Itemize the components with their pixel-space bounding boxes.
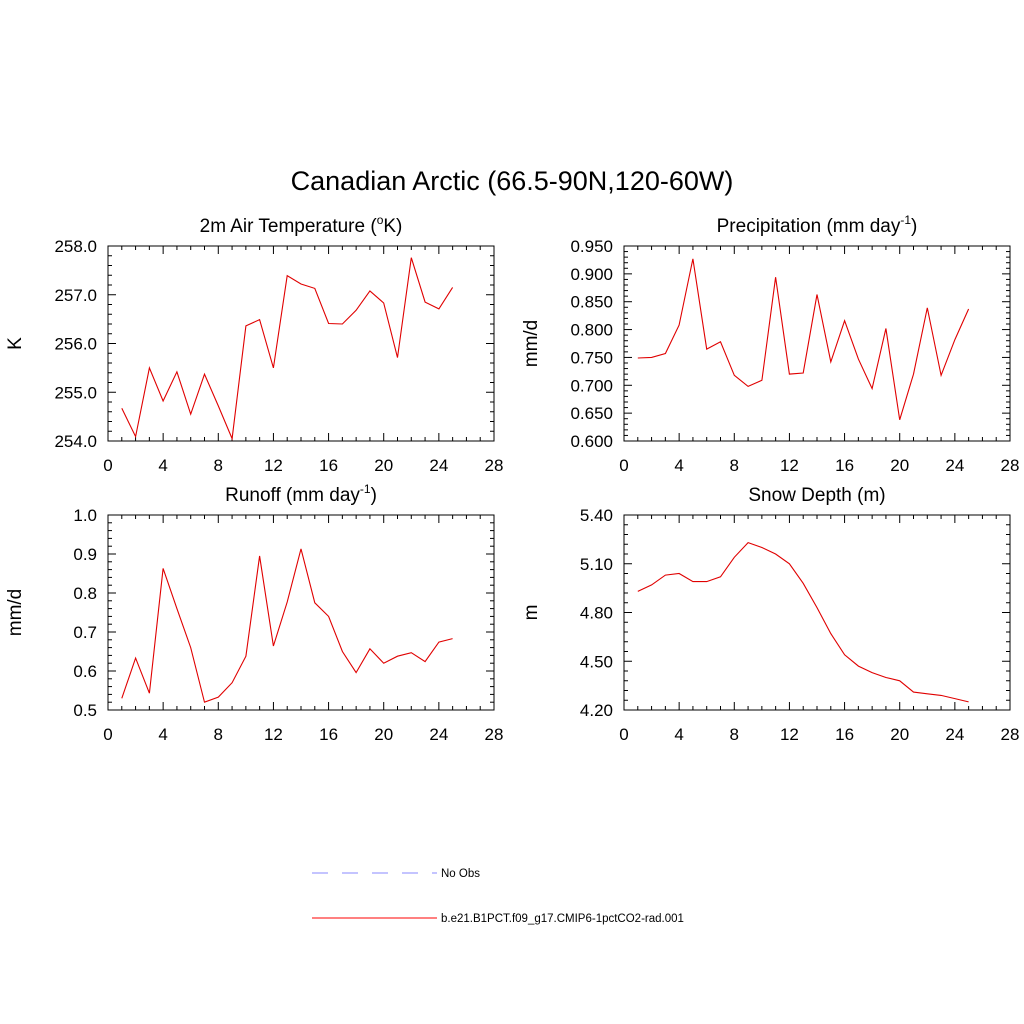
y-tick-label: 4.80 bbox=[580, 604, 613, 623]
panel-title-main: Snow Depth (m) bbox=[748, 485, 885, 506]
panel-title-tail: ) bbox=[371, 485, 377, 506]
series-line bbox=[637, 258, 970, 420]
legend-no-obs-label: No Obs bbox=[441, 868, 480, 880]
panel-4: Snow Depth (m) m 0 4 8 12 16 20 24 28 4.20 4.50 4.80… bbox=[521, 485, 1019, 744]
legend: No Obs b.e21.B1PCT.f09_g17.CMIP6-1pctCO2… bbox=[312, 868, 684, 925]
x-tick-label: 0 bbox=[103, 456, 112, 475]
x-tick-label: 20 bbox=[890, 725, 909, 744]
panel-1: 2m Air Temperature (oK) K 0 4 8 12 16 20 24 28 254… bbox=[5, 213, 503, 475]
panel-3: Runoff (mm day-1) mm/d 0 4 8 12 16 20 24 28 0.5 0.6… bbox=[5, 482, 503, 744]
panel-title: Snow Depth (m) bbox=[748, 485, 885, 506]
y-tick-label: 0.850 bbox=[570, 293, 613, 312]
plot-frame bbox=[623, 245, 1011, 442]
y-tick-label: 0.6 bbox=[73, 662, 97, 681]
y-axis-label: K bbox=[5, 337, 26, 350]
x-tick-label: 28 bbox=[1001, 725, 1020, 744]
x-tick-label: 24 bbox=[945, 456, 964, 475]
x-tick-label: 8 bbox=[214, 725, 223, 744]
x-tick-label: 0 bbox=[619, 456, 628, 475]
y-tick-label: 4.50 bbox=[580, 652, 613, 671]
x-tick-label: 28 bbox=[485, 456, 504, 475]
panel-title-superscript: o bbox=[377, 213, 384, 227]
panels: 2m Air Temperature (oK) K 0 4 8 12 16 20 24 28 254… bbox=[5, 213, 1019, 744]
y-tick-label: 1.0 bbox=[73, 506, 97, 525]
x-tick-label: 4 bbox=[674, 456, 683, 475]
y-tick-label: 0.5 bbox=[73, 701, 97, 720]
y-tick-label: 257.0 bbox=[54, 286, 97, 305]
x-tick-label: 16 bbox=[319, 456, 338, 475]
y-axis-label: m bbox=[521, 605, 542, 621]
y-tick-label: 0.7 bbox=[73, 623, 97, 642]
y-axis-label: mm/d bbox=[5, 589, 26, 637]
x-tick-label: 16 bbox=[835, 456, 854, 475]
x-tick-label: 20 bbox=[374, 456, 393, 475]
panel-title-main: 2m Air Temperature ( bbox=[200, 216, 378, 237]
y-tick-label: 255.0 bbox=[54, 383, 97, 402]
x-tick-label: 20 bbox=[374, 725, 393, 744]
panel-title-superscript: -1 bbox=[900, 213, 911, 227]
x-tick-label: 0 bbox=[103, 725, 112, 744]
panel-title: 2m Air Temperature (oK) bbox=[200, 213, 403, 237]
x-tick-label: 20 bbox=[890, 456, 909, 475]
series-line bbox=[121, 257, 454, 441]
series-line bbox=[121, 548, 453, 703]
panel-title-superscript: -1 bbox=[360, 482, 371, 496]
x-tick-label: 24 bbox=[429, 725, 448, 744]
x-tick-label: 4 bbox=[158, 725, 167, 744]
y-tick-label: 0.950 bbox=[570, 237, 613, 256]
panel-title-main: Runoff (mm day bbox=[225, 485, 360, 506]
x-tick-label: 28 bbox=[1001, 456, 1020, 475]
x-tick-label: 12 bbox=[780, 725, 799, 744]
x-tick-label: 24 bbox=[429, 456, 448, 475]
panel-title: Runoff (mm day-1) bbox=[225, 482, 377, 506]
legend-model-label: b.e21.B1PCT.f09_g17.CMIP6-1pctCO2-rad.00… bbox=[441, 913, 684, 925]
x-tick-label: 16 bbox=[319, 725, 338, 744]
x-tick-label: 28 bbox=[485, 725, 504, 744]
y-tick-label: 254.0 bbox=[54, 432, 97, 451]
x-tick-label: 12 bbox=[780, 456, 799, 475]
panel-title-tail: K) bbox=[383, 216, 402, 237]
x-tick-label: 12 bbox=[264, 456, 283, 475]
y-axis-label: mm/d bbox=[521, 320, 542, 368]
plot-frame bbox=[107, 245, 495, 442]
x-tick-label: 24 bbox=[945, 725, 964, 744]
plot-frame bbox=[623, 514, 1011, 711]
y-tick-label: 0.9 bbox=[73, 545, 97, 564]
figure-title: Canadian Arctic (66.5-90N,120-60W) bbox=[291, 166, 734, 196]
x-tick-label: 8 bbox=[730, 725, 739, 744]
x-tick-label: 4 bbox=[674, 725, 683, 744]
y-tick-label: 4.20 bbox=[580, 701, 613, 720]
y-tick-label: 0.900 bbox=[570, 265, 613, 284]
x-tick-label: 8 bbox=[214, 456, 223, 475]
panel-title-main: Precipitation (mm day bbox=[717, 216, 901, 237]
panel-title: Precipitation (mm day-1) bbox=[717, 213, 918, 237]
y-tick-label: 0.600 bbox=[570, 432, 613, 451]
y-tick-label: 0.800 bbox=[570, 321, 613, 340]
y-tick-label: 0.750 bbox=[570, 348, 613, 367]
y-tick-label: 256.0 bbox=[54, 335, 97, 354]
y-tick-label: 0.8 bbox=[73, 584, 97, 603]
plot-frame bbox=[107, 514, 495, 711]
x-tick-label: 8 bbox=[730, 456, 739, 475]
x-tick-label: 4 bbox=[158, 456, 167, 475]
y-tick-label: 258.0 bbox=[54, 237, 97, 256]
x-tick-label: 16 bbox=[835, 725, 854, 744]
y-tick-label: 5.10 bbox=[580, 555, 613, 574]
panel-2: Precipitation (mm day-1) mm/d 0 4 8 12 16 20 24 2… bbox=[521, 213, 1019, 475]
x-tick-label: 0 bbox=[619, 725, 628, 744]
x-tick-label: 12 bbox=[264, 725, 283, 744]
y-tick-label: 0.650 bbox=[570, 404, 613, 423]
y-tick-label: 0.700 bbox=[570, 376, 613, 395]
series-line bbox=[637, 541, 969, 703]
y-tick-label: 5.40 bbox=[580, 506, 613, 525]
panel-title-tail: ) bbox=[911, 216, 917, 237]
